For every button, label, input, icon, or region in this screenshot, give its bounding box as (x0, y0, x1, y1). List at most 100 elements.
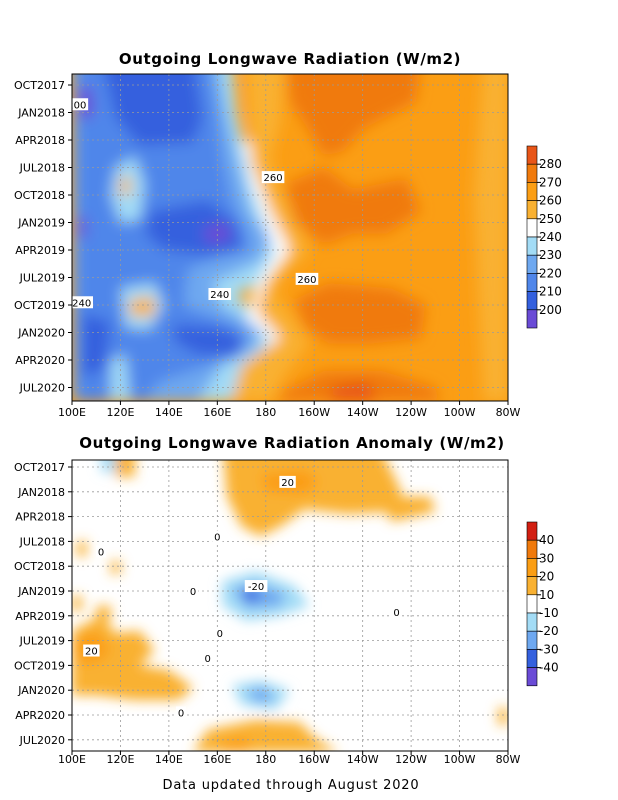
olr-contour-region (202, 222, 232, 245)
anomaly-colorbar-swatch (526, 612, 538, 632)
olr-colorbar-label: 240 (539, 230, 562, 244)
anomaly-contour-label: 20 (85, 647, 98, 658)
anomaly-y-tick-label: APR2018 (15, 511, 65, 524)
anomaly-colorbar-label: -40 (539, 661, 559, 675)
olr-colorbar-label: 230 (539, 248, 562, 262)
anomaly-contour-label: 0 (214, 532, 220, 543)
anomaly-contour-region (110, 561, 121, 574)
olr-plot-frame (71, 73, 509, 402)
anomaly-x-tick-label: 180 (255, 753, 276, 766)
olr-y-tick-label: OCT2018 (14, 189, 65, 202)
olr-contour-label-bg (261, 171, 285, 184)
olr-y-tick-label: APR2019 (15, 244, 65, 257)
anomaly-y-tick-label: JAN2020 (17, 684, 65, 697)
anomaly-contour-label-bg (244, 580, 268, 593)
olr-x-tick-label: 180 (255, 406, 276, 419)
anomaly-colorbar-label: 20 (539, 570, 554, 584)
anomaly-colorbar-swatch (526, 539, 538, 559)
anomaly-colorbar-swatch (526, 558, 538, 577)
anomaly-contour-label: 20 (281, 478, 294, 489)
anomaly-contour-label-bg (279, 475, 296, 488)
anomaly-contour-region (96, 605, 111, 621)
olr-colorbar-swatch (526, 236, 538, 256)
anomaly-colorbar-label: 10 (539, 588, 554, 602)
olr-contour-region (285, 167, 421, 245)
anomaly-colorbar-label: 30 (539, 551, 554, 565)
olr-colorbar-swatch (526, 254, 538, 274)
olr-x-axis: 100E 120E 140E 160E 180 160W 140W 120W 100W 80W (58, 401, 521, 419)
olr-x-tick-label: 160E (203, 406, 231, 419)
anomaly-x-tick-label: 120E (106, 753, 134, 766)
anomaly-x-tick-label: 100W (444, 753, 476, 766)
olr-contour-label: 240 (72, 298, 91, 309)
anomaly-y-tick-label: JUL2018 (19, 535, 65, 548)
olr-contour-label-bg (72, 98, 89, 111)
anomaly-colorbar-label: -30 (539, 642, 559, 656)
olr-y-tick-label: APR2018 (15, 134, 65, 147)
anomaly-colorbar-swatch (526, 576, 538, 596)
anomaly-gridlines (72, 460, 508, 751)
anomaly-contour-label-bg (83, 644, 100, 657)
olr-x-tick-label: 140W (347, 406, 379, 419)
olr-y-tick-label: JUL2019 (19, 272, 65, 285)
olr-colorbar: 280 270 260 250 240 230 220 210 200 (526, 145, 562, 329)
anomaly-y-tick-label: JUL2019 (19, 635, 65, 648)
olr-contour-region (120, 175, 131, 195)
olr-colorbar-swatch (526, 182, 538, 201)
olr-contour-region (76, 217, 87, 239)
olr-colorbar-label: 220 (539, 266, 562, 280)
anomaly-colorbar-label: 40 (539, 533, 554, 547)
anomaly-contour-label: 0 (190, 587, 196, 598)
anomaly-contour-label-bg (214, 627, 225, 640)
olr-contour-label: 200 (67, 100, 86, 111)
olr-colorbar-swatch (526, 309, 538, 329)
anomaly-colorbar: 40 30 20 10 -10 -20 -30 -40 (526, 521, 559, 687)
olr-contour-region (474, 74, 508, 401)
anomaly-x-tick-label: 120W (395, 753, 427, 766)
olr-colorbar-swatch (526, 200, 538, 220)
anomaly-colorbar-swatch (526, 630, 538, 650)
anomaly-plot-area: 20 0 0 0 -20 0 0 20 0 0 (72, 460, 508, 751)
anomaly-contour-label: 0 (178, 709, 184, 720)
olr-colorbar-swatch (526, 273, 538, 292)
anomaly-colorbar-swatch (526, 667, 538, 687)
anomaly-contour-label-bg (202, 651, 213, 664)
anomaly-contour-labels: 20 0 0 0 -20 0 0 20 0 0 (83, 475, 402, 720)
olr-contour-region (105, 74, 203, 146)
anomaly-contour-region (76, 541, 87, 557)
olr-colorbar-label: 280 (539, 157, 562, 171)
olr-contour-region (241, 140, 290, 366)
anomaly-contour-region (498, 707, 508, 725)
olr-contour-region (81, 313, 111, 377)
olr-contour-region (287, 74, 419, 157)
olr-colorbar-label: 260 (539, 194, 562, 208)
olr-colorbar-swatch (526, 145, 538, 165)
olr-chart: Outgoing Longwave Radiation (W/m2) 200 26… (14, 50, 562, 419)
anomaly-y-tick-label: OCT2019 (14, 659, 65, 672)
anomaly-colorbar-label: -20 (539, 624, 559, 638)
olr-x-tick-label: 120W (395, 406, 427, 419)
olr-y-tick-label: OCT2017 (14, 79, 65, 92)
olr-chart-title: Outgoing Longwave Radiation (W/m2) (119, 50, 461, 68)
olr-contour-region (110, 354, 131, 401)
anomaly-x-tick-label: 140W (347, 753, 379, 766)
anomaly-contour-region (72, 615, 194, 701)
olr-y-axis: OCT2017 JAN2018 APR2018 JUL2018 OCT2018 JAN20… (14, 79, 72, 395)
olr-plot-area: 200 260 240 240 260 (67, 74, 508, 401)
anomaly-contour-label-bg (391, 606, 402, 619)
anomaly-contour-label: 0 (204, 654, 210, 665)
olr-y-tick-label: JUL2020 (19, 382, 65, 395)
anomaly-contour-region (101, 460, 116, 472)
anomaly-contour-label: 0 (217, 629, 223, 640)
anomaly-contour-label-bg (175, 706, 187, 719)
anomaly-contour-label: 0 (393, 608, 399, 619)
olr-x-tick-label: 100E (58, 406, 86, 419)
olr-contour-label: 260 (297, 275, 316, 286)
olr-y-tick-label: APR2020 (15, 354, 65, 367)
anomaly-y-tick-label: JUL2020 (19, 734, 65, 747)
anomaly-y-tick-label: OCT2017 (14, 461, 65, 474)
anomaly-colorbar-label: -10 (539, 606, 559, 620)
anomaly-contour-label: 0 (98, 547, 104, 558)
anomaly-contour-label: -20 (248, 582, 264, 593)
anomaly-contour-region (222, 737, 251, 751)
